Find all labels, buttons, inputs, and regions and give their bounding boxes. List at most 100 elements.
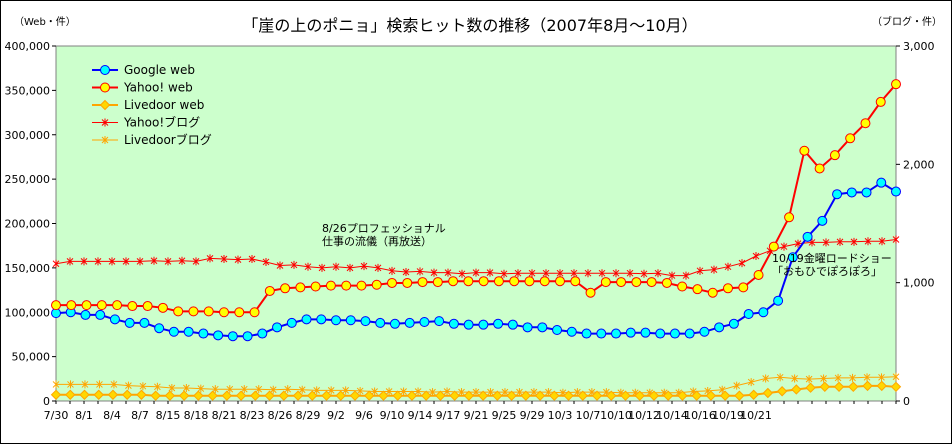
data-point xyxy=(738,282,749,293)
data-point xyxy=(864,237,872,246)
x-tick-label: 8/23 xyxy=(240,409,265,422)
data-point xyxy=(876,380,887,392)
series-3 xyxy=(52,235,900,280)
data-point xyxy=(79,389,90,400)
data-point xyxy=(891,186,901,197)
data-point xyxy=(178,256,186,265)
data-point xyxy=(625,327,636,338)
data-point xyxy=(182,383,190,392)
data-point xyxy=(188,306,199,317)
data-point xyxy=(514,269,522,278)
data-point xyxy=(860,118,871,129)
data-point xyxy=(419,317,430,328)
data-point xyxy=(168,383,176,392)
data-point xyxy=(738,259,746,268)
data-point xyxy=(691,390,702,401)
y-left-tick-label: 150,000 xyxy=(5,262,51,275)
data-point xyxy=(109,314,120,325)
data-point xyxy=(387,277,397,288)
data-point xyxy=(52,380,60,389)
data-point xyxy=(203,306,214,317)
data-point xyxy=(862,380,873,392)
x-tick-label: 9/14 xyxy=(408,409,433,422)
data-point xyxy=(234,307,245,318)
data-point xyxy=(861,187,872,198)
data-point xyxy=(417,277,428,288)
data-point xyxy=(292,390,304,401)
data-point xyxy=(677,390,688,401)
data-point xyxy=(150,256,158,265)
series-4 xyxy=(52,372,900,397)
data-point xyxy=(463,319,474,330)
data-point xyxy=(791,374,798,383)
x-tick-label: 10/16 xyxy=(684,409,716,422)
data-point xyxy=(799,145,810,156)
data-point xyxy=(646,277,657,288)
data-point xyxy=(846,187,857,198)
data-point xyxy=(234,255,242,264)
data-point xyxy=(892,235,900,244)
data-point xyxy=(696,266,704,275)
data-point xyxy=(50,389,62,400)
data-point xyxy=(81,300,92,311)
data-point xyxy=(183,326,194,337)
chart-title: 「崖の上のポニョ」検索ヒット数の推移（2007年8月〜10月） xyxy=(242,16,697,35)
data-point xyxy=(458,269,466,278)
data-point xyxy=(820,374,827,383)
data-point xyxy=(221,390,233,401)
data-point xyxy=(719,390,731,401)
y-left-tick-label: 250,000 xyxy=(5,173,51,186)
series-2 xyxy=(50,380,902,401)
data-point xyxy=(845,133,856,144)
legend-label: Yahoo! web xyxy=(123,81,193,95)
data-point xyxy=(634,390,645,401)
data-point xyxy=(301,314,312,325)
x-tick-label: 9/29 xyxy=(520,409,545,422)
legend-label: Yahoo!ブログ xyxy=(123,115,200,130)
data-point xyxy=(863,373,871,382)
data-point xyxy=(850,237,858,246)
data-point xyxy=(539,276,550,287)
data-point xyxy=(848,381,859,393)
data-point xyxy=(197,384,205,393)
data-point xyxy=(787,252,798,263)
data-point xyxy=(528,269,536,278)
x-tick-label: 10/14 xyxy=(656,409,688,422)
data-point xyxy=(307,390,318,401)
data-point xyxy=(374,263,382,272)
data-point xyxy=(139,382,147,391)
data-point xyxy=(493,318,504,329)
x-tick-label: 8/15 xyxy=(156,409,181,422)
data-point xyxy=(318,263,326,272)
data-point xyxy=(724,262,732,271)
data-point xyxy=(284,385,292,394)
annotation-text: 8/26プロフェッショナル xyxy=(322,222,446,235)
data-point xyxy=(278,390,290,401)
data-point xyxy=(776,373,784,382)
x-tick-label: 7/30 xyxy=(44,409,69,422)
data-point xyxy=(784,212,795,223)
data-point xyxy=(699,326,710,337)
data-point xyxy=(356,280,367,291)
data-point xyxy=(375,317,386,328)
data-point xyxy=(714,322,725,333)
data-point xyxy=(682,271,690,280)
data-point xyxy=(356,386,364,395)
data-point xyxy=(290,260,298,269)
annotation-text: 仕事の流儀（再放送） xyxy=(322,234,432,248)
data-point xyxy=(327,386,335,395)
legend-marker xyxy=(101,118,109,127)
data-point xyxy=(733,381,741,390)
data-point xyxy=(522,322,533,333)
data-point xyxy=(891,79,901,90)
data-point xyxy=(321,390,332,401)
data-point xyxy=(747,378,755,387)
data-point xyxy=(773,295,784,306)
data-point xyxy=(332,262,340,271)
data-point xyxy=(631,277,642,288)
data-point xyxy=(389,318,400,329)
data-point xyxy=(655,328,666,339)
data-point xyxy=(600,277,611,288)
x-tick-label: 8/26 xyxy=(268,409,293,422)
